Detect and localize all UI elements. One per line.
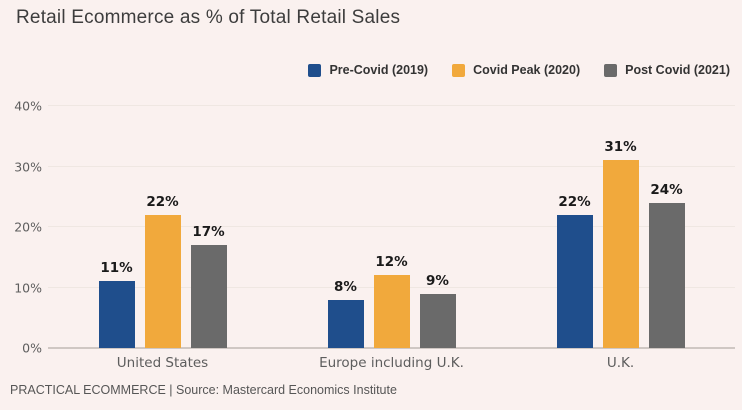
bar <box>190 245 227 348</box>
chart-title: Retail Ecommerce as % of Total Retail Sa… <box>16 7 401 28</box>
category-label: U.K. <box>606 355 635 371</box>
bar-column: 9% <box>419 272 456 348</box>
bar-column: 31% <box>602 139 639 348</box>
bar <box>556 214 593 348</box>
category-label: United States <box>116 355 209 371</box>
bar-value-label: 22% <box>558 193 591 210</box>
legend-swatch <box>604 63 618 77</box>
bar-group: 22% 31% 24% <box>506 106 735 348</box>
legend-swatch <box>452 63 466 77</box>
x-axis-line <box>48 347 735 349</box>
bar-column: 22% <box>556 193 593 348</box>
legend-item: Post Covid (2021) <box>604 63 730 77</box>
gridline <box>48 226 735 227</box>
bar-column: 12% <box>373 254 410 348</box>
legend-item: Covid Peak (2020) <box>452 63 580 77</box>
bar <box>327 299 364 348</box>
y-axis-tick-label: 20% <box>14 219 42 235</box>
bar-group: 11% 22% 17% <box>48 106 277 348</box>
bar <box>648 202 685 348</box>
category-axis: United States Europe including U.K. U.K. <box>48 355 735 371</box>
bar-value-label: 22% <box>146 193 179 210</box>
y-axis-tick-label: 30% <box>14 159 42 174</box>
bar-column: 24% <box>648 181 685 348</box>
legend-swatch <box>308 63 322 77</box>
y-axis: 0% 10% 20% 30% 40% <box>0 99 42 356</box>
bar-column: 11% <box>98 260 135 348</box>
bar-value-label: 12% <box>375 254 408 271</box>
bar-value-label: 17% <box>192 224 225 241</box>
gridline <box>48 105 735 106</box>
bar <box>602 160 639 348</box>
y-axis-tick-label: 10% <box>14 280 42 295</box>
legend-label: Covid Peak (2020) <box>473 63 581 77</box>
legend-label: Pre-Covid (2019) <box>329 63 429 77</box>
bar <box>373 275 410 348</box>
bar-value-label: 31% <box>604 139 637 156</box>
source-attribution: PRACTICAL ECOMMERCE | Source: Mastercard… <box>10 383 397 397</box>
bar <box>144 214 181 348</box>
bar-value-label: 8% <box>334 278 357 295</box>
plot-area: 11% 22% 17% 8% 12% 9% 22% 31% 24% <box>48 106 735 348</box>
bar-column: 8% <box>327 278 364 348</box>
bar-column: 22% <box>144 193 181 348</box>
bar <box>419 293 456 348</box>
y-axis-tick-label: 40% <box>14 98 42 114</box>
legend: Pre-Covid (2019) Covid Peak (2020) Post Co… <box>308 63 730 77</box>
gridline <box>48 165 735 167</box>
category-label: Europe including U.K. <box>319 355 464 371</box>
bar-group: 8% 12% 9% <box>277 106 506 348</box>
bar <box>98 281 135 348</box>
y-axis-tick-label: 0% <box>22 340 42 356</box>
bar-column: 17% <box>190 224 227 348</box>
bar-value-label: 24% <box>650 181 683 198</box>
legend-item: Pre-Covid (2019) <box>308 63 428 77</box>
bar-value-label: 11% <box>100 260 133 277</box>
legend-label: Post Covid (2021) <box>625 63 730 77</box>
bar-value-label: 9% <box>426 272 449 289</box>
